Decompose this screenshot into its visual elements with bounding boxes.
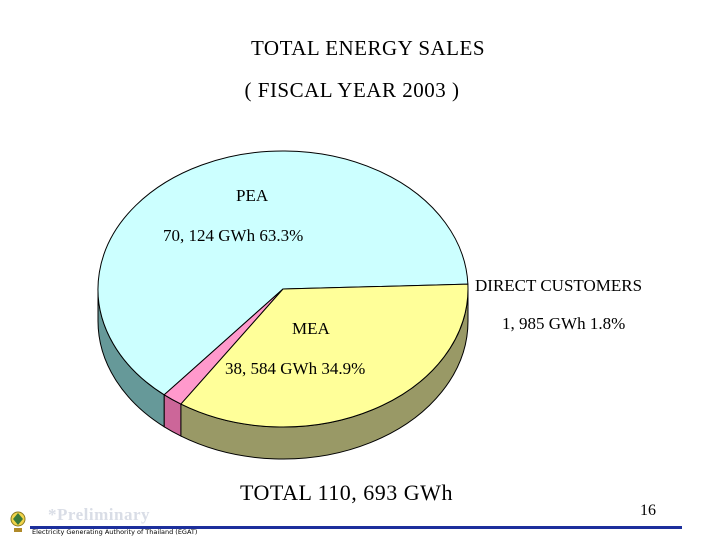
chart-title: TOTAL ENERGY SALES (250, 36, 486, 60)
slice-value-pea: 70, 124 GWh 63.3% (163, 226, 304, 245)
slice-label-mea: MEA (292, 319, 330, 338)
egat-logo-icon (10, 511, 26, 532)
page-number: 16 (640, 502, 656, 519)
slice-value-mea: 38, 584 GWh 34.9% (225, 359, 366, 378)
pie-slice-mea (180, 283, 469, 428)
organization-name: Electricity Generating Authority of Thai… (32, 528, 198, 536)
footer-rule (30, 526, 682, 529)
slice-label-pea: PEA (236, 186, 269, 205)
slice-value-direct-customers: 1, 985 GWh 1.8% (502, 314, 626, 333)
preliminary-note: *Preliminary (48, 505, 150, 524)
pie-slice-pea (97, 150, 469, 396)
slice-label-direct-customers: DIRECT CUSTOMERS (475, 276, 643, 295)
total-sales: TOTAL 110, 693 GWh (240, 480, 453, 505)
pie-top-faces (97, 150, 469, 428)
chart-subtitle: ( FISCAL YEAR 2003 ) (244, 78, 460, 102)
